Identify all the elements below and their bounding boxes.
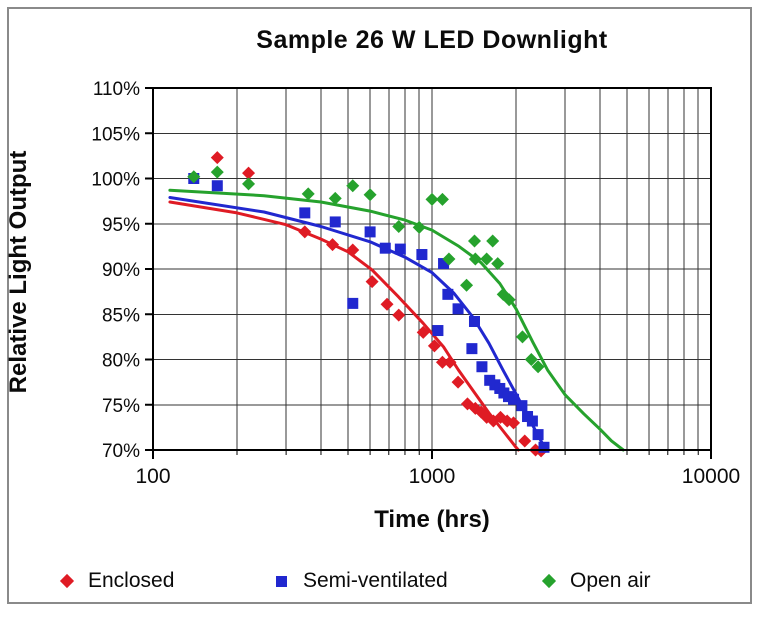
svg-text:105%: 105% bbox=[91, 124, 140, 145]
svg-text:95%: 95% bbox=[102, 215, 140, 236]
svg-text:10000: 10000 bbox=[682, 465, 740, 488]
legend: Enclosed Semi-ventilated Open air bbox=[0, 566, 764, 596]
legend-item-semi-ventilated: Semi-ventilated bbox=[276, 566, 448, 596]
svg-text:110%: 110% bbox=[93, 79, 140, 100]
legend-item-enclosed: Enclosed bbox=[59, 566, 175, 596]
chart-frame bbox=[7, 7, 752, 604]
svg-text:80%: 80% bbox=[102, 351, 140, 372]
legend-label-enclosed: Enclosed bbox=[88, 569, 175, 592]
svg-text:100%: 100% bbox=[91, 170, 140, 191]
x-axis-title: Time (hrs) bbox=[374, 506, 490, 533]
open-air-diamond-icon bbox=[541, 573, 557, 589]
legend-label-open-air: Open air bbox=[570, 569, 651, 592]
svg-text:90%: 90% bbox=[102, 260, 140, 281]
chart-title: Sample 26 W LED Downlight bbox=[256, 26, 608, 54]
svg-text:1000: 1000 bbox=[409, 465, 456, 488]
legend-label-semi-ventilated: Semi-ventilated bbox=[303, 569, 448, 592]
svg-text:85%: 85% bbox=[102, 305, 140, 326]
semi-ventilated-square-icon bbox=[276, 575, 287, 587]
enclosed-diamond-icon bbox=[59, 573, 75, 589]
svg-text:75%: 75% bbox=[102, 396, 140, 417]
legend-item-open-air: Open air bbox=[541, 566, 651, 596]
svg-text:70%: 70% bbox=[102, 441, 140, 462]
svg-text:100: 100 bbox=[135, 465, 170, 488]
